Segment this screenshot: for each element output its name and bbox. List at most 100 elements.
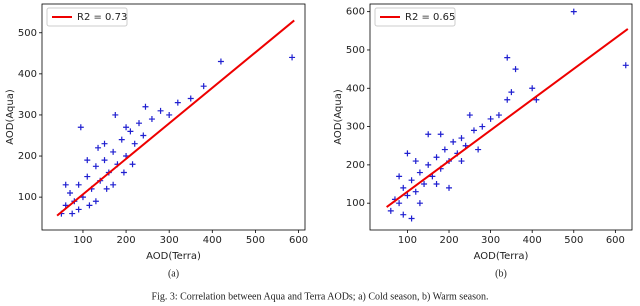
- point: [508, 89, 515, 96]
- y-tick-label: 100: [18, 192, 37, 203]
- point: [470, 127, 477, 134]
- y-tick-label: 500: [346, 45, 365, 56]
- point: [416, 169, 423, 176]
- x-tick-label: 500: [246, 235, 265, 246]
- point: [466, 112, 473, 119]
- point: [174, 99, 181, 106]
- x-tick-label: 200: [439, 235, 458, 246]
- x-tick-label: 100: [398, 235, 417, 246]
- point: [120, 169, 127, 176]
- x-tick-label: 300: [160, 235, 179, 246]
- fit-line: [56, 19, 295, 217]
- point: [123, 124, 130, 131]
- point: [101, 157, 108, 164]
- legend-label: R2 = 0.65: [405, 12, 455, 23]
- point: [433, 181, 440, 188]
- point: [622, 62, 629, 69]
- point: [529, 85, 536, 92]
- point: [148, 116, 155, 123]
- point: [425, 161, 432, 168]
- x-tick-label: 400: [523, 235, 542, 246]
- point: [101, 140, 108, 147]
- point: [479, 123, 486, 130]
- x-tick-label: 600: [606, 235, 625, 246]
- point: [504, 54, 511, 61]
- point: [412, 188, 419, 195]
- subcaption: (a): [168, 268, 179, 279]
- x-tick-label: 300: [481, 235, 500, 246]
- legend-label: R2 = 0.73: [77, 12, 127, 23]
- subcaption: (b): [495, 268, 507, 279]
- point: [75, 181, 82, 188]
- plot-area: [369, 3, 633, 231]
- point: [446, 184, 453, 191]
- y-tick-label: 400: [346, 83, 365, 94]
- point: [458, 135, 465, 142]
- y-tick-label: 500: [18, 28, 37, 39]
- point: [408, 177, 415, 184]
- point: [495, 112, 502, 119]
- fit-line: [386, 28, 629, 208]
- y-tick-label: 200: [346, 160, 365, 171]
- point: [533, 96, 540, 103]
- y-axis-label: AOD(Aqua): [5, 89, 16, 145]
- point: [400, 184, 407, 191]
- point: [187, 95, 194, 102]
- point: [408, 215, 415, 222]
- point: [433, 154, 440, 161]
- point: [437, 131, 444, 138]
- point: [157, 107, 164, 114]
- point: [140, 132, 147, 139]
- point: [129, 161, 136, 168]
- y-tick-label: 200: [18, 151, 37, 162]
- point: [84, 157, 91, 164]
- point: [512, 66, 519, 73]
- y-tick-label: 400: [18, 69, 37, 80]
- point: [127, 128, 134, 135]
- point: [166, 111, 173, 118]
- legend-box: [46, 7, 128, 27]
- point: [441, 146, 448, 153]
- point: [84, 173, 91, 180]
- point: [487, 115, 494, 122]
- point: [504, 96, 511, 103]
- point: [103, 185, 110, 192]
- point: [200, 83, 207, 90]
- point: [77, 124, 84, 131]
- y-tick-label: 100: [346, 198, 365, 209]
- x-tick-label: 600: [289, 235, 308, 246]
- point: [404, 192, 411, 199]
- point: [136, 120, 143, 127]
- point: [118, 136, 125, 143]
- point: [217, 58, 224, 65]
- point: [92, 198, 99, 205]
- point: [400, 211, 407, 218]
- point: [570, 8, 577, 15]
- point: [396, 173, 403, 180]
- point: [95, 144, 102, 151]
- point: [110, 148, 117, 155]
- point: [131, 140, 138, 147]
- point: [396, 200, 403, 207]
- y-axis-label: AOD(Aqua): [333, 89, 344, 145]
- x-tick-label: 500: [564, 235, 583, 246]
- point: [425, 131, 432, 138]
- x-tick-label: 100: [73, 235, 92, 246]
- point: [416, 200, 423, 207]
- point: [387, 207, 394, 214]
- y-tick-label: 600: [346, 7, 365, 18]
- point: [142, 103, 149, 110]
- point: [86, 202, 93, 209]
- x-axis-label: AOD(Terra): [474, 251, 529, 262]
- legend-box: [374, 7, 456, 27]
- plot-area: [41, 3, 306, 231]
- x-tick-label: 400: [203, 235, 222, 246]
- y-tick-label: 300: [18, 110, 37, 121]
- x-tick-label: 200: [117, 235, 136, 246]
- point: [67, 190, 74, 197]
- point: [412, 158, 419, 165]
- point: [458, 158, 465, 165]
- point: [110, 181, 117, 188]
- y-tick-label: 300: [346, 122, 365, 133]
